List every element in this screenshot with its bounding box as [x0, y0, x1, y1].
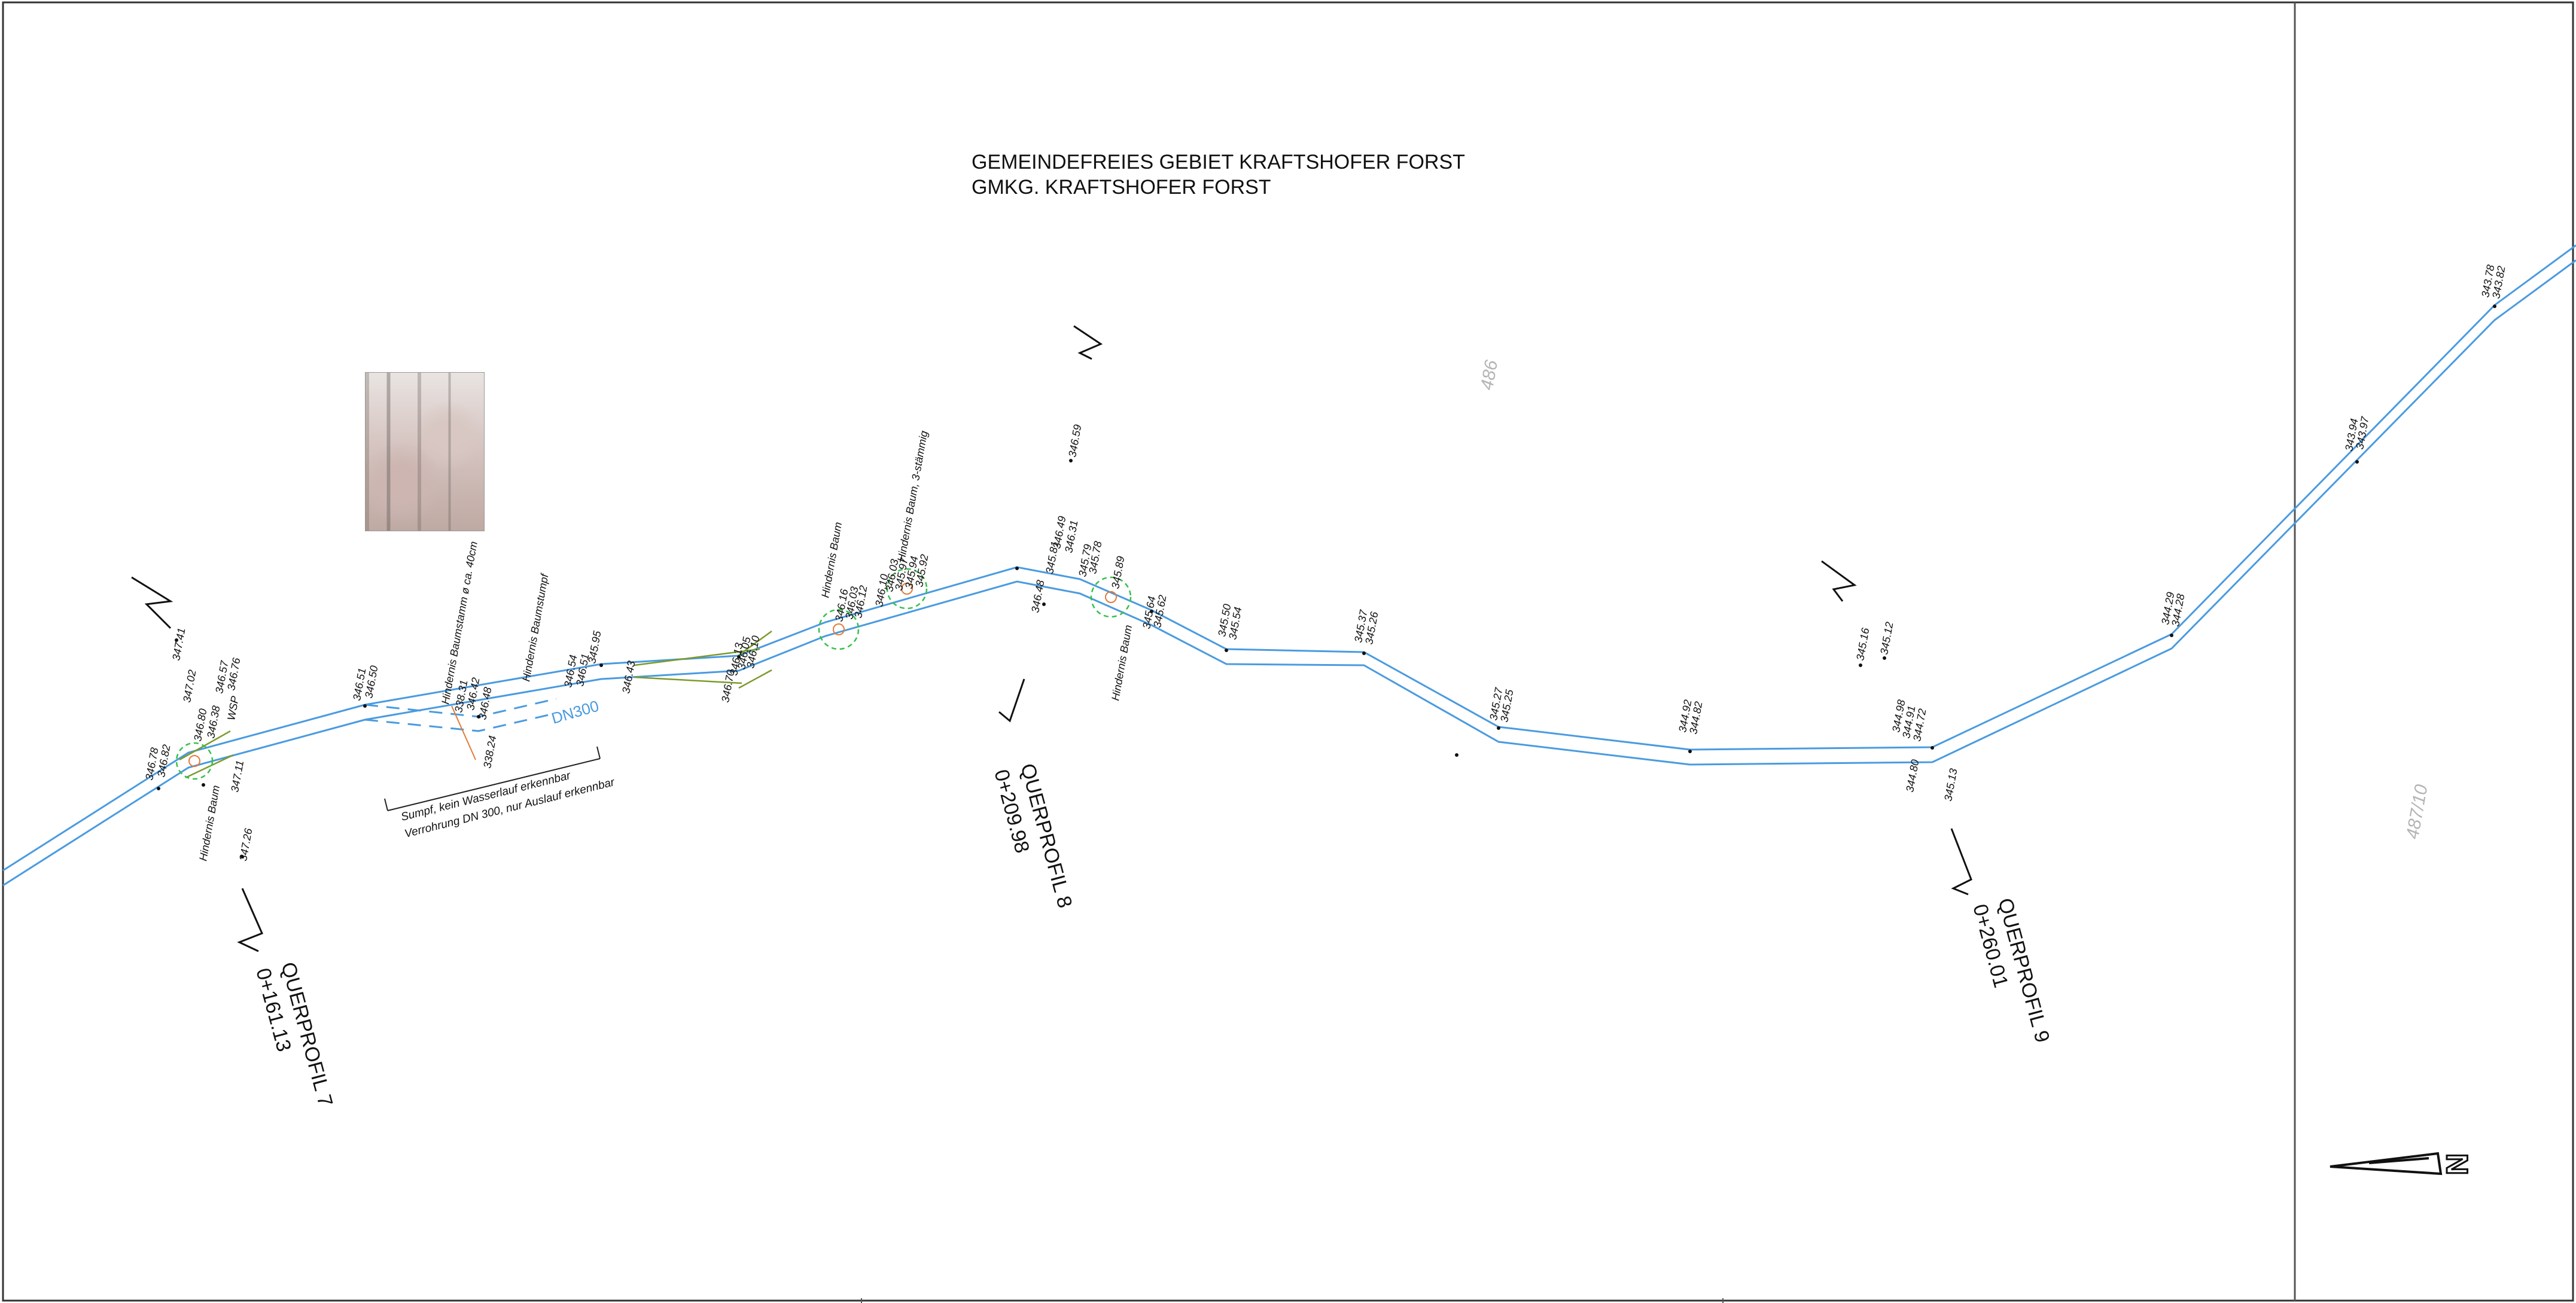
pipe-label: DN300 — [549, 697, 601, 727]
elevation-label: 346.59 — [1066, 424, 1083, 458]
watercourse-axis — [2, 244, 2576, 887]
elevation-label: 347.41 — [170, 627, 187, 662]
elevation-label: 345.81 — [1043, 540, 1061, 575]
tree-trunks — [188, 583, 1117, 767]
elevation-label: 338.24 — [481, 735, 498, 769]
header-line-2: GMKG. KRAFTSHOFER FORST — [972, 176, 1271, 199]
tree-symbol — [1090, 576, 1132, 618]
tree-symbols — [175, 568, 1132, 780]
annotation: Hindernis Baum, 3-stämmig — [895, 430, 930, 563]
elevation-label: 347.26 — [237, 827, 254, 862]
tree-symbol — [818, 608, 860, 650]
annotation-texts: Hindernis Baum Hindernis Baumstamm ø ca.… — [197, 430, 1134, 862]
tree-symbol — [886, 568, 928, 610]
elevation-label: 344.80 — [1904, 759, 1921, 793]
bank-lines — [179, 630, 772, 779]
elevation-labels: 346.78 346.82 347.41 347.02 346.57 346.7… — [143, 264, 2507, 862]
swamp-note: Sumpf, kein Wasserlauf erkennbar Verrohr… — [400, 769, 616, 841]
elevation-label: 345.16 — [1854, 626, 1871, 662]
profile-markers — [131, 325, 1972, 952]
elevation-label: 347.02 — [181, 669, 198, 704]
site-photo — [365, 372, 485, 531]
annotation: Hindernis Baum — [1109, 624, 1134, 702]
elevation-label: 345.13 — [1942, 768, 1959, 802]
north-label: N — [2440, 1153, 2474, 1175]
elevation-label: 347.11 — [229, 759, 246, 793]
annotation: Hindernis Baumstumpf — [520, 572, 551, 683]
swamp-bracket — [384, 746, 601, 811]
annotation: Hindernis Baum — [819, 521, 844, 599]
north-arrow — [2330, 1152, 2443, 1176]
tree-symbol — [175, 742, 214, 780]
header-line-1: GEMEINDEFREIES GEBIET KRAFTSHOFER FORST — [972, 151, 1465, 173]
profile-labels: QUERPROFIL 7 0+161.13 QUERPROFIL 8 0+209… — [251, 761, 2054, 1109]
elevation-label: 345.95 — [586, 629, 603, 665]
elevation-label: 345.89 — [1109, 555, 1126, 590]
elevation-label: 345.12 — [1878, 621, 1895, 656]
survey-points — [157, 305, 2496, 858]
annotation: WSP — [225, 695, 241, 721]
annotation: Hindernis Baum — [197, 784, 222, 862]
